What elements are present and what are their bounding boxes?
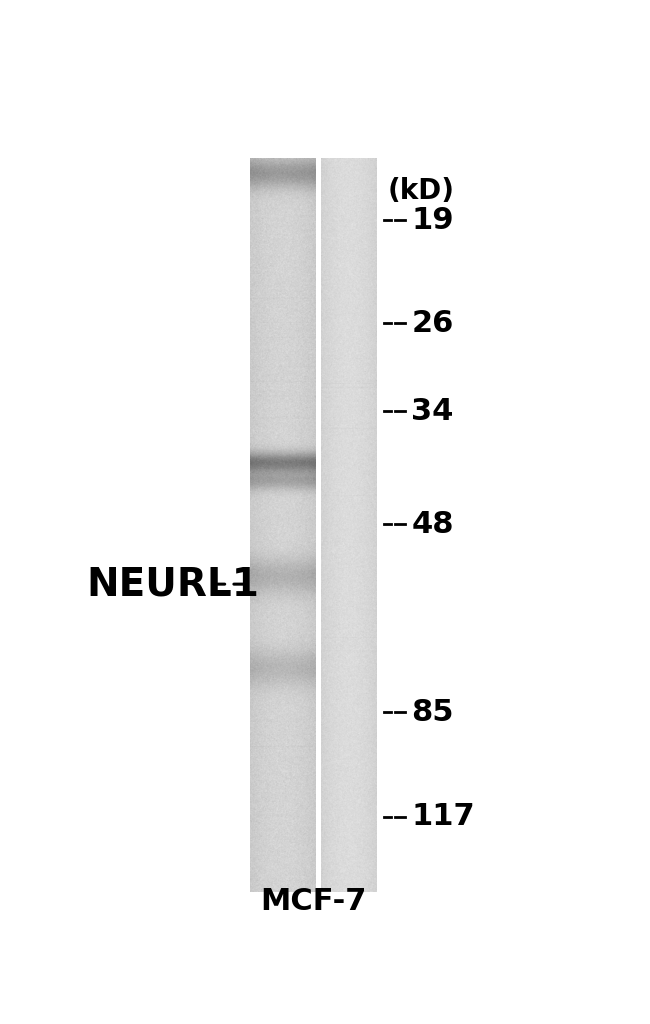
- Text: 117: 117: [411, 803, 475, 831]
- Text: MCF-7: MCF-7: [260, 887, 366, 916]
- Text: (kD): (kD): [388, 177, 455, 205]
- Text: 26: 26: [411, 308, 454, 338]
- Text: 48: 48: [411, 510, 454, 539]
- Text: 34: 34: [411, 396, 454, 426]
- Text: 85: 85: [411, 697, 454, 727]
- Text: NEURL1: NEURL1: [86, 565, 259, 603]
- Text: 19: 19: [411, 206, 454, 234]
